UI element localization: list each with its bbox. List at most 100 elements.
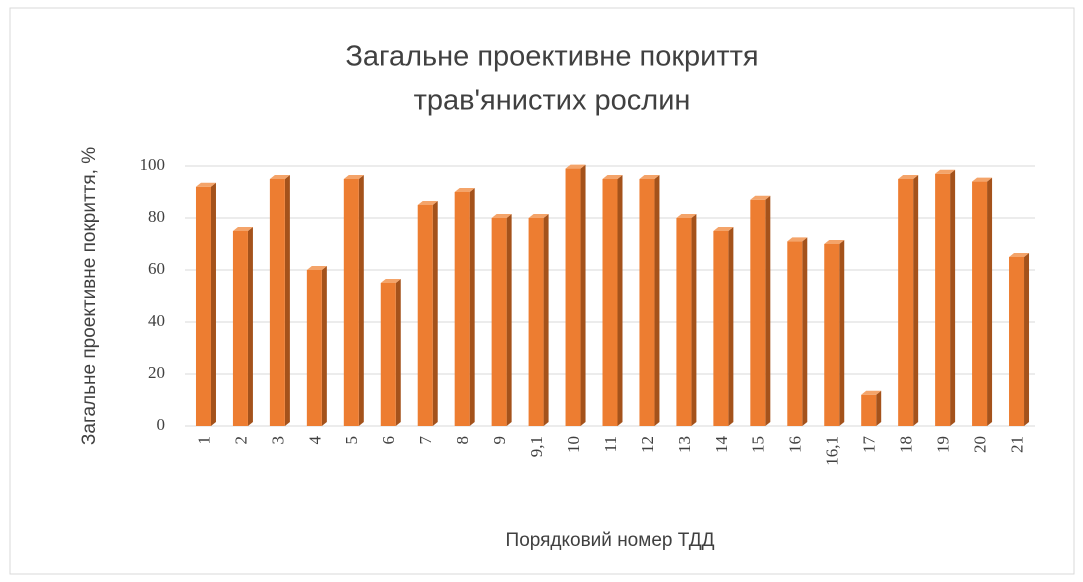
- bar-top: [417, 201, 438, 205]
- bar-side: [469, 188, 475, 426]
- bar-top: [935, 169, 956, 174]
- x-tick-label: 21: [1007, 436, 1026, 453]
- chart-title: трав'янистих рослин: [414, 85, 691, 117]
- x-tick-label: 11: [601, 436, 620, 452]
- bar-side: [617, 175, 623, 426]
- bar: [195, 186, 211, 426]
- bar: [713, 231, 729, 426]
- bar-top: [898, 175, 919, 179]
- bar: [972, 181, 988, 426]
- bar-side: [284, 175, 290, 426]
- bar: [750, 199, 766, 426]
- bar-side: [210, 182, 216, 426]
- bar-side: [506, 214, 512, 426]
- x-tick-label: 16: [786, 436, 805, 453]
- x-axis-label: Порядковий номер ТДД: [506, 530, 715, 551]
- bar-side: [654, 175, 660, 426]
- x-tick-label: 17: [860, 436, 879, 454]
- bar-top: [306, 266, 327, 270]
- bar: [935, 173, 951, 426]
- bar-top: [232, 227, 253, 231]
- bar: [639, 179, 655, 426]
- x-tick-label: 7: [416, 436, 435, 445]
- bar-top: [565, 164, 586, 169]
- bar-top: [602, 175, 623, 179]
- bar-top: [861, 390, 882, 395]
- bar-side: [728, 227, 734, 426]
- bar-side: [839, 240, 845, 426]
- bar: [824, 244, 840, 426]
- bar: [491, 218, 507, 426]
- y-tick-label: 60: [148, 259, 165, 278]
- bar: [676, 218, 692, 426]
- bar-top: [713, 227, 734, 231]
- bar-top: [380, 279, 401, 283]
- bar: [343, 179, 359, 426]
- bar-side: [395, 279, 401, 426]
- bar-top: [750, 195, 771, 200]
- bar: [417, 205, 433, 426]
- y-axis-label: Загальне проективне покриття, %: [79, 147, 100, 445]
- bar-top: [824, 240, 845, 244]
- y-tick-label: 0: [157, 415, 166, 434]
- x-tick-label: 8: [453, 436, 472, 445]
- x-tick-label: 14: [712, 436, 731, 454]
- x-tick-label: 1: [194, 436, 213, 445]
- x-tick-label: 20: [970, 436, 989, 453]
- y-tick-label: 100: [140, 155, 166, 174]
- bar: [454, 192, 470, 426]
- bar-side: [1024, 253, 1030, 426]
- bar-top: [454, 188, 475, 192]
- bar-top: [491, 214, 512, 218]
- bar-side: [580, 164, 586, 426]
- y-tick-label: 20: [148, 363, 165, 382]
- bar-side: [765, 195, 771, 426]
- bar-side: [950, 169, 956, 427]
- x-tick-label: 12: [638, 436, 657, 453]
- chart-title: Загальне проективне покриття: [345, 41, 758, 73]
- x-tick-label: 9,1: [527, 436, 546, 457]
- bar-side: [358, 175, 364, 426]
- bar-top: [195, 182, 216, 187]
- x-tick-label: 16,1: [823, 436, 842, 466]
- bar-side: [913, 175, 919, 426]
- bar: [602, 179, 618, 426]
- x-tick-label: 9: [490, 436, 509, 445]
- bar-side: [247, 227, 253, 426]
- bar: [232, 231, 248, 426]
- x-tick-label: 4: [305, 436, 324, 445]
- bar-side: [987, 177, 993, 426]
- y-tick-label: 80: [148, 207, 165, 226]
- bar-top: [1009, 253, 1030, 257]
- x-tick-label: 5: [342, 436, 361, 445]
- x-tick-label: 19: [934, 436, 953, 453]
- bar-top: [787, 237, 808, 242]
- bar: [269, 179, 285, 426]
- bar: [898, 179, 914, 426]
- x-tick-label: 15: [749, 436, 768, 453]
- x-tick-label: 6: [379, 436, 398, 445]
- bar-top: [269, 175, 290, 179]
- bar: [306, 270, 322, 426]
- x-tick-label: 18: [897, 436, 916, 453]
- x-tick-label: 13: [675, 436, 694, 453]
- bar-top: [676, 214, 697, 218]
- x-tick-label: 3: [268, 436, 287, 445]
- bar-side: [321, 266, 327, 426]
- bar: [380, 283, 396, 426]
- y-tick-label: 40: [148, 311, 165, 330]
- bar: [787, 241, 803, 426]
- x-tick-label: 10: [564, 436, 583, 453]
- bar-top: [343, 175, 364, 179]
- bar: [565, 168, 581, 426]
- bar-side: [876, 390, 882, 426]
- bar-top: [639, 175, 660, 179]
- bar: [861, 394, 877, 426]
- bar: [528, 218, 544, 426]
- bar-top: [972, 177, 993, 182]
- x-tick-label: 2: [231, 436, 250, 445]
- bar-side: [432, 201, 438, 426]
- bar-side: [543, 214, 549, 426]
- bar: [1009, 257, 1025, 426]
